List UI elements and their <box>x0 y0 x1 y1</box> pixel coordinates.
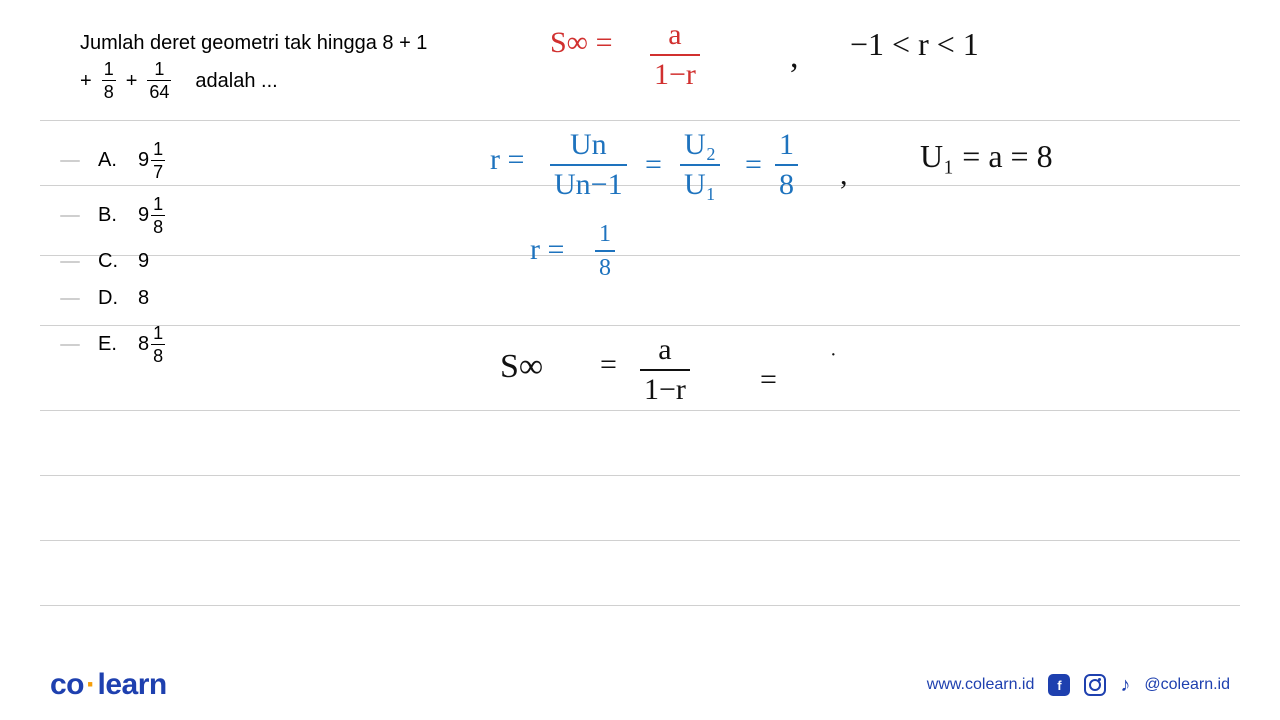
instagram-icon <box>1084 674 1106 696</box>
footer: co·learn www.colearn.id f ♪ @colearn.id <box>0 668 1280 702</box>
plus-sign-2: + <box>126 68 138 94</box>
answer-choices: A. 917 B. 918 C. 9 D. 8 E. 818 <box>60 140 165 379</box>
plus-sign-1: + <box>80 68 92 94</box>
hand-s-inf2: S∞ <box>500 350 543 384</box>
hand-u2u1-frac: U₂ U₁ <box>680 130 720 200</box>
hand-condition: −1 < r < 1 <box>850 28 979 60</box>
fraction-1-64: 1 64 <box>147 60 171 101</box>
choice-label: E. <box>98 333 120 356</box>
hand-a-over-1mr: a 1−r <box>650 20 700 90</box>
choice-bullet <box>60 298 80 300</box>
hand-eq3: = <box>600 350 617 380</box>
hand-comma2: , <box>840 160 848 190</box>
choice-bullet <box>60 344 80 346</box>
choice-row: E. 818 <box>60 324 165 365</box>
choice-row: C. 9 <box>60 250 165 273</box>
choice-bullet <box>60 215 80 217</box>
choice-bullet <box>60 261 80 263</box>
choice-value: 9 <box>138 250 149 273</box>
question-line2: + 1 8 + 1 64 adalah ... <box>80 60 440 101</box>
choice-row: B. 918 <box>60 195 165 236</box>
hand-r-result-frac: 1 8 <box>595 222 615 280</box>
hand-a-over-1mr-2: a 1−r <box>640 335 690 405</box>
hand-eq1: = <box>645 150 662 180</box>
choice-label: C. <box>98 250 120 273</box>
choice-value: 818 <box>138 324 165 365</box>
choice-label: D. <box>98 287 120 310</box>
hand-r-result: r = <box>530 235 564 265</box>
choice-label: B. <box>98 204 120 227</box>
tiktok-icon: ♪ <box>1120 674 1130 697</box>
question-line1: Jumlah deret geometri tak hingga 8 + 1 <box>80 30 440 56</box>
choice-value: 918 <box>138 195 165 236</box>
choice-bullet <box>60 160 80 162</box>
hand-comma1: , <box>790 40 799 74</box>
choice-label: A. <box>98 149 120 172</box>
choice-row: A. 917 <box>60 140 165 181</box>
facebook-icon: f <box>1048 674 1070 696</box>
fraction-1-8: 1 8 <box>102 60 116 101</box>
hand-s-inf-eq: S∞ = <box>550 28 613 58</box>
hand-u1-eq: U₁ = a = 8 <box>920 140 1053 172</box>
choice-value: 8 <box>138 287 149 310</box>
footer-right: www.colearn.id f ♪ @colearn.id <box>927 674 1230 697</box>
choice-row: D. 8 <box>60 287 165 310</box>
question-block: Jumlah deret geometri tak hingga 8 + 1 +… <box>80 30 440 101</box>
hand-r-eq: r = <box>490 145 524 175</box>
hand-one-eighth: 1 8 <box>775 130 798 200</box>
adalah-text: adalah ... <box>195 68 277 94</box>
footer-url: www.colearn.id <box>927 676 1035 694</box>
logo-dot: · <box>84 668 98 701</box>
choice-value: 917 <box>138 140 165 181</box>
hand-eq2: = <box>745 150 762 180</box>
hand-dot: · <box>830 345 837 365</box>
hand-eq4: = <box>760 365 777 395</box>
colearn-logo: co·learn <box>50 668 167 702</box>
hand-un-frac: Un Un−1 <box>550 130 627 200</box>
footer-handle: @colearn.id <box>1144 676 1230 694</box>
